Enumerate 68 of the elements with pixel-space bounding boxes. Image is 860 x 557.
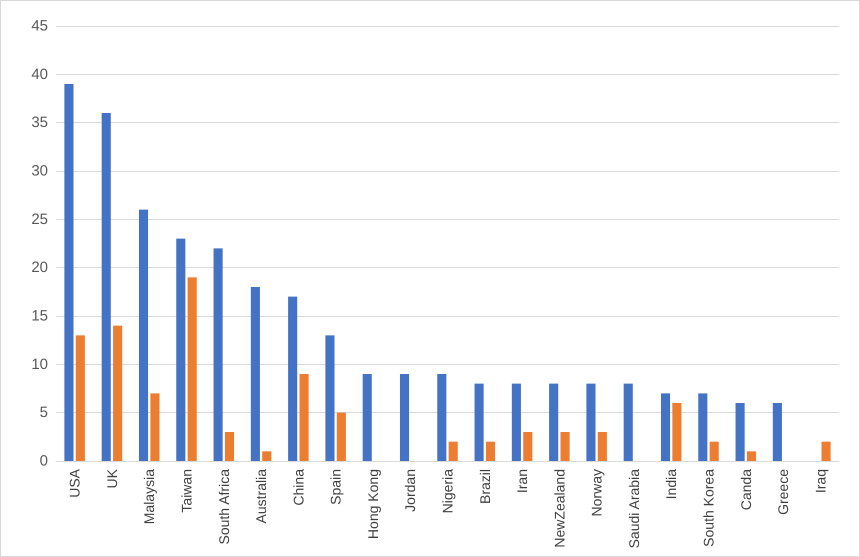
y-tick-label: 20: [31, 259, 48, 276]
bar: [437, 374, 446, 461]
x-tick-label: South Africa: [216, 468, 232, 544]
y-tick-label: 40: [31, 66, 48, 83]
bar: [821, 442, 831, 461]
x-tick-label: Iran: [514, 469, 530, 494]
y-tick-label: 0: [40, 452, 48, 470]
bar: [262, 451, 272, 461]
y-tick-label: 35: [31, 114, 48, 132]
bar: [299, 374, 309, 461]
y-tick-label: 5: [40, 404, 48, 422]
x-tick-label: Spain: [328, 469, 344, 505]
bar: [560, 432, 570, 461]
bar: [150, 393, 160, 461]
y-tick-label: 15: [31, 308, 48, 324]
bar: [772, 403, 782, 461]
bar: [362, 374, 372, 461]
y-tick-label: 25: [31, 210, 48, 228]
x-tick-label: UK: [104, 468, 120, 488]
y-tick-label: 10: [31, 356, 48, 373]
bar: [214, 248, 223, 461]
x-tick-label: Saudi Arabia: [626, 468, 642, 548]
bar: [400, 374, 410, 461]
x-tick-label: South Korea: [700, 468, 716, 547]
x-tick-label: Jordan: [402, 469, 418, 512]
bar: [188, 277, 197, 461]
x-tick-label: USA: [66, 468, 83, 498]
bar: [102, 113, 111, 461]
x-tick-label: Australia: [253, 468, 270, 524]
y-tick-label: 30: [31, 162, 48, 180]
x-tick-label: China: [290, 468, 306, 506]
bar: [336, 412, 346, 461]
x-tick-label: Brazil: [476, 469, 493, 504]
bar: [76, 335, 85, 461]
x-tick-label: Nigeria: [440, 468, 456, 514]
x-tick-label: India: [663, 468, 680, 500]
bar: [512, 384, 521, 461]
bar: [224, 432, 234, 461]
bar: [698, 393, 708, 461]
bar: [138, 210, 148, 461]
bar: [64, 84, 74, 461]
bar: [250, 287, 260, 461]
bar: [598, 432, 607, 461]
x-tick-label: Norway: [588, 469, 605, 516]
bar: [486, 442, 496, 461]
x-tick-label: Taiwan: [178, 469, 194, 513]
x-tick-label: Greece: [775, 468, 792, 515]
bar: [176, 238, 186, 461]
bar: [448, 442, 458, 461]
bar: [474, 384, 484, 461]
x-tick-label: NewZealand: [551, 469, 568, 548]
y-tick-label: 45: [31, 18, 48, 34]
x-tick-label: Iraq: [812, 469, 828, 494]
bar: [672, 403, 682, 461]
bar: [113, 326, 122, 461]
bar: [710, 442, 719, 461]
bar: [523, 432, 532, 461]
bar: [624, 384, 633, 461]
bar: [660, 393, 670, 461]
bar: [736, 403, 745, 461]
bar: [325, 335, 335, 461]
bar: [746, 451, 756, 461]
x-tick-label: Malaysia: [141, 468, 158, 524]
bar: [288, 296, 298, 461]
bar: [586, 384, 596, 461]
x-tick-label: Hong Kong: [364, 469, 381, 540]
x-tick-label: Canda: [738, 468, 754, 510]
bar: [549, 384, 558, 461]
